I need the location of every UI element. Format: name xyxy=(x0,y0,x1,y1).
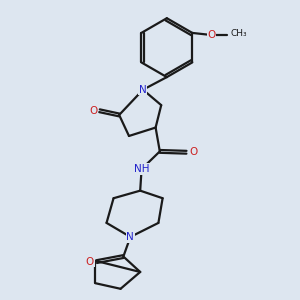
Text: O: O xyxy=(89,106,97,116)
Text: CH₃: CH₃ xyxy=(230,29,247,38)
Text: N: N xyxy=(139,85,147,95)
Text: O: O xyxy=(208,30,216,40)
Text: O: O xyxy=(189,147,197,157)
Text: O: O xyxy=(86,256,94,267)
Text: NH: NH xyxy=(134,164,149,174)
Text: N: N xyxy=(127,232,134,242)
